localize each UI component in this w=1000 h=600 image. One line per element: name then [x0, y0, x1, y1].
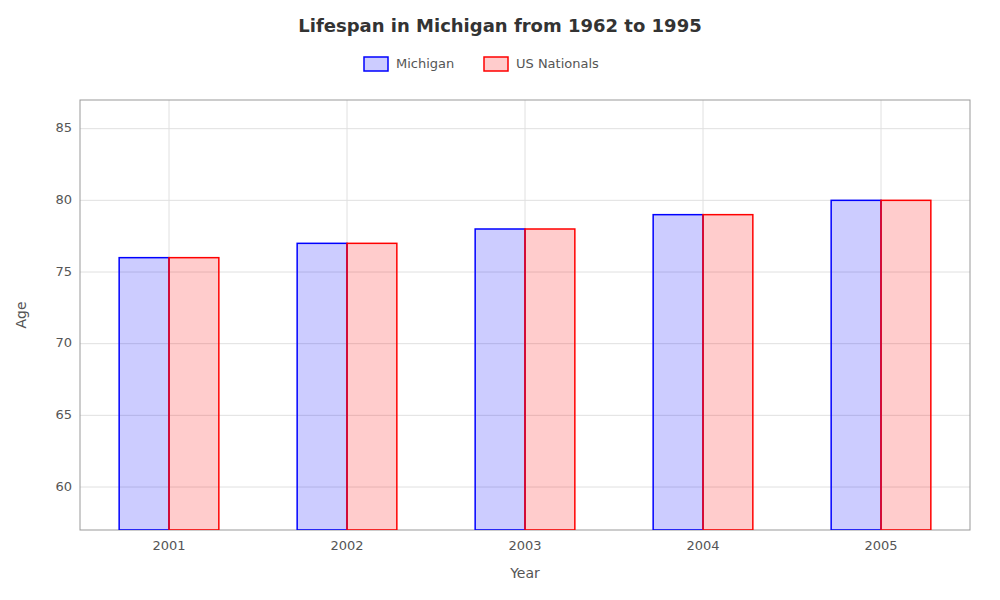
chart-svg: 60 65 70 75 80 85 2001 2002 2003 2004 2005 Lifespan… — [0, 0, 1000, 600]
x-tick-label: 2004 — [686, 538, 719, 553]
bar — [525, 229, 575, 530]
bar — [881, 200, 931, 530]
y-tick-label: 80 — [55, 192, 72, 207]
y-tick-label: 60 — [55, 479, 72, 494]
legend-swatch — [484, 57, 508, 71]
grid — [80, 100, 970, 530]
x-tick-label: 2003 — [508, 538, 541, 553]
chart-container: 60 65 70 75 80 85 2001 2002 2003 2004 2005 Lifespan… — [0, 0, 1000, 600]
bar — [653, 215, 703, 530]
bar — [347, 243, 397, 530]
axes: 60 65 70 75 80 85 2001 2002 2003 2004 2005 — [55, 100, 970, 553]
legend-label: Michigan — [396, 56, 454, 71]
legend: Michigan US Nationals — [364, 56, 599, 72]
y-tick-label: 65 — [55, 407, 72, 422]
x-tick-label: 2005 — [864, 538, 897, 553]
bars — [119, 200, 931, 530]
x-axis-label: Year — [509, 565, 540, 581]
bar — [475, 229, 525, 530]
bar — [703, 215, 753, 530]
x-tick-label: 2001 — [152, 538, 185, 553]
plot-frame — [80, 100, 970, 530]
legend-label: US Nationals — [516, 56, 599, 71]
bar — [297, 243, 347, 530]
title: Lifespan in Michigan from 1962 to 1995 — [298, 15, 701, 36]
bar — [169, 258, 219, 530]
bar — [119, 258, 169, 530]
bar — [831, 200, 881, 530]
x-tick-label: 2002 — [330, 538, 363, 553]
legend-swatch — [364, 57, 388, 71]
y-tick-label: 70 — [55, 335, 72, 350]
y-axis-label: Age — [13, 301, 29, 328]
y-tick-label: 85 — [55, 120, 72, 135]
y-tick-label: 75 — [55, 264, 72, 279]
